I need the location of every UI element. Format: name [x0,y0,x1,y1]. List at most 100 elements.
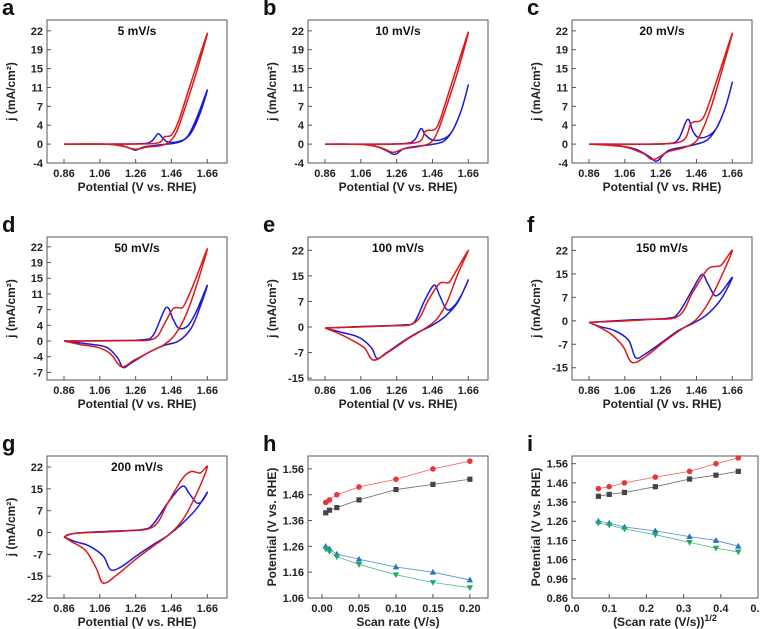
data-point-circle [334,491,340,498]
x-tick-label: 0.1 [602,603,617,615]
x-tick-label: 0.86 [53,385,74,397]
x-tick-label: 1.46 [422,385,443,397]
y-tick-label: 22 [31,462,43,474]
x-tick-label: 1.26 [386,385,407,397]
x-tick-label: 1.06 [89,168,110,180]
y-tick-label: 0 [298,322,304,334]
plot-frame [571,455,759,599]
cv-curve-red [588,249,734,364]
x-axis-label: Potential (V vs. RHE) [339,180,458,194]
y-axis-label: j (mA/cm²) [4,498,18,558]
x-tick-label: 0.4 [713,603,729,615]
y-tick-label: -7 [558,339,568,351]
data-point-square [393,486,399,493]
y-tick-label: 11 [556,82,568,94]
x-tick-label: 0.15 [422,603,443,615]
data-point-circle [595,485,602,492]
data-point-circle [652,474,659,480]
x-tick-label: 1.06 [350,168,371,180]
x-tick-label: 0.86 [53,603,74,615]
data-point-triangle-up [686,533,693,539]
scan-rate-title: 200 mV/s [111,460,163,474]
panel-label: e [263,212,275,237]
x-axis-label: (Scan rate (V/s))1/2 [613,613,717,629]
series-line-square [325,478,470,514]
data-point-circle [621,480,628,486]
y-tick-label: 1.46 [547,478,568,490]
scan-rate-title: 20 mV/s [639,24,685,38]
data-point-triangle-down [466,585,474,592]
x-axis-label: Potential (V vs. RHE) [78,615,197,629]
data-point-triangle-up [712,537,720,543]
y-tick-label: 0.96 [547,574,568,586]
panel-d: d 0.86 1.06 1.26 1.46 1.66 22 19 15 11 7 4 0 -4 -7 Pote… [2,212,228,411]
x-tick-label: 0.86 [53,168,74,180]
x-tick-label: 1.26 [125,603,146,615]
x-tick-label: 0.10 [385,603,406,615]
scan-rate-title: 10 mV/s [375,24,421,38]
y-tick-label: 15 [292,64,304,76]
y-tick-label: 7 [37,506,43,518]
x-tick-label: 0.20 [459,603,480,615]
data-point-triangle-down [735,549,742,556]
x-tick-label: 1.06 [350,385,371,397]
y-tick-label: 0 [298,139,304,151]
y-tick-label: 22 [31,242,43,254]
y-tick-label: 22 [292,245,304,257]
y-tick-label: 1.26 [283,541,304,553]
y-tick-label: -15 [27,571,43,583]
y-tick-label: -22 [27,593,43,605]
x-tick-label: 1.06 [614,385,635,397]
plot-frame [571,19,753,164]
panel-label: f [527,212,535,237]
x-tick-label: 0.5 [750,603,760,615]
y-tick-label: 1.56 [283,464,304,476]
data-point-triangle-down [712,545,720,552]
data-point-triangle-up [392,563,400,570]
y-tick-label: 15 [31,273,43,285]
panel-label: b [263,0,276,20]
data-point-square [323,510,329,516]
y-tick-label: 0 [562,139,568,151]
x-tick-label: 0.05 [348,603,369,615]
cv-curve-red [588,32,734,161]
y-tick-label: 0 [37,139,43,151]
y-tick-label: 22 [31,26,43,38]
panel-label: g [2,431,15,456]
y-tick-label: 1.06 [283,593,304,605]
x-tick-label: 1.06 [89,385,110,397]
data-point-square [430,481,436,487]
data-point-square [334,505,340,511]
x-tick-label: 1.66 [197,168,218,180]
y-tick-label: -15 [288,373,304,385]
data-point-triangle-up [466,576,474,583]
x-tick-label: 1.26 [650,385,671,397]
x-tick-label: 1.46 [161,168,182,180]
y-tick-label: -15 [552,363,568,375]
y-tick-label: 7 [562,101,568,113]
panel-a: a 0.86 1.06 1.26 1.46 1.66 22 19 15 11 7 4 0 -4 Potent… [2,0,228,194]
x-axis-label: Potential (V vs. RHE) [78,180,197,194]
x-tick-label: 0.00 [311,603,332,615]
cv-curve-red [63,248,209,368]
x-tick-label: 0.86 [314,168,335,180]
data-point-circle [467,458,473,464]
plot-frame [307,19,489,164]
x-tick-label: 0.3 [676,603,691,615]
data-point-circle [430,466,436,472]
panel-f: f 0.86 1.06 1.26 1.46 1.66 22 15 7 0 -7 -15 Potentia… [527,212,753,411]
x-axis-label: Potential (V vs. RHE) [603,397,722,411]
x-tick-label: 1.66 [197,603,218,615]
data-point-triangle-down [326,549,333,555]
x-tick-label: 0.0 [564,603,579,615]
x-tick-label: 1.66 [458,385,479,397]
y-tick-label: -4 [33,158,44,170]
y-tick-label: 22 [292,26,304,38]
plot-frame [46,455,228,599]
data-point-triangle-up [355,555,363,562]
panel-e: e 0.86 1.06 1.26 1.46 1.66 22 15 7 0 -7 -15 Potentia… [263,212,489,411]
panel-label: c [527,0,539,20]
data-point-triangle-down [322,546,329,553]
y-tick-label: 1.46 [283,490,304,502]
plot-frame [46,19,228,164]
